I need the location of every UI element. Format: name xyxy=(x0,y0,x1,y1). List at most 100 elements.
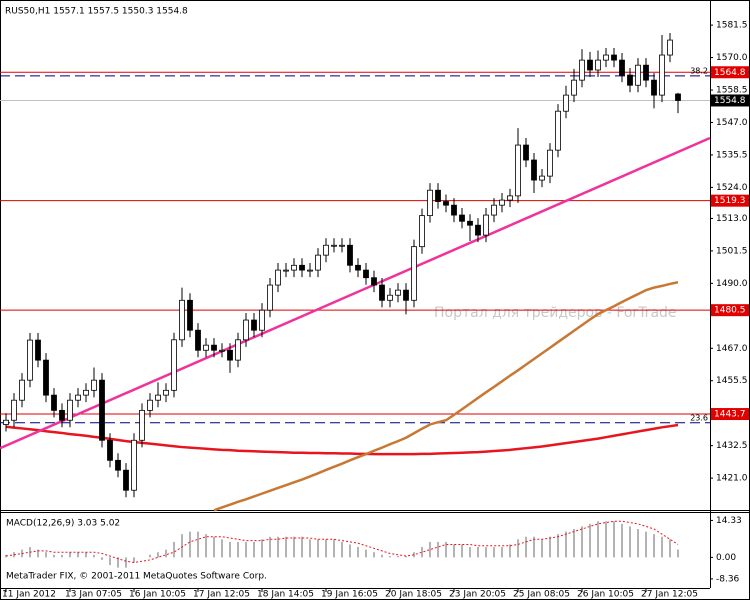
candle-body xyxy=(51,394,57,411)
candle-body xyxy=(355,264,361,271)
candle-body xyxy=(291,264,297,271)
candle-body xyxy=(283,269,289,272)
candle-body xyxy=(323,244,329,256)
candle-body xyxy=(235,339,241,361)
candle-body xyxy=(403,289,409,301)
candle-body xyxy=(611,54,617,61)
candle-body xyxy=(243,319,249,341)
candle-body xyxy=(83,389,89,396)
level-label: 1519.3 xyxy=(714,196,746,206)
indicator-title: MACD(12,26,9) 3.03 5.02 xyxy=(6,519,120,529)
level-box xyxy=(711,408,749,421)
candle-body xyxy=(259,309,265,331)
candle-body xyxy=(475,224,481,236)
candle-body xyxy=(467,220,473,226)
candle-body xyxy=(163,389,169,396)
x-tick-label: 16 Jan 10:05 xyxy=(129,590,186,600)
fib-label: 23.6 xyxy=(690,413,708,422)
level-label: 1564.8 xyxy=(714,68,746,78)
current-price-box xyxy=(711,94,749,107)
candle-body xyxy=(131,439,137,491)
y-tick-label: 1513.0 xyxy=(716,214,748,224)
candle-body xyxy=(331,244,337,247)
x-tick-label: 25 Jan 08:05 xyxy=(513,590,570,600)
x-tick-label: 11 Jan 2012 xyxy=(2,590,56,600)
candle-body xyxy=(659,54,665,96)
x-tick-label: 18 Jan 14:05 xyxy=(257,590,314,600)
candle-body xyxy=(395,289,401,296)
candle-body xyxy=(123,469,129,491)
candle-body xyxy=(371,277,377,286)
candle-body xyxy=(515,144,521,197)
y-tick-label: 14.33 xyxy=(716,516,742,526)
x-tick-label: 27 Jan 12:05 xyxy=(641,590,698,600)
candle-body xyxy=(571,79,577,96)
y-tick-label: 1524.0 xyxy=(716,183,748,193)
candle-body xyxy=(459,214,465,222)
plot: 38.2 23.6 xyxy=(0,33,711,568)
candle-body xyxy=(411,246,417,301)
candle-body xyxy=(363,269,369,279)
trendline xyxy=(0,136,711,450)
signal-line xyxy=(5,520,679,564)
candle-body xyxy=(171,339,177,391)
x-tick-label: 23 Jan 20:05 xyxy=(449,590,506,600)
candle-body xyxy=(643,64,649,81)
candle-body xyxy=(435,189,441,202)
candle-body xyxy=(531,159,537,181)
candle-body xyxy=(3,419,9,425)
y-tick-label: 1490.0 xyxy=(716,279,748,289)
y-tick-label: 1432.5 xyxy=(716,441,748,451)
candle-body xyxy=(211,344,217,351)
y-tick-label: 1535.5 xyxy=(716,150,748,160)
candle-body xyxy=(203,344,209,351)
candle-body xyxy=(195,329,201,351)
candle-body xyxy=(499,199,505,206)
footer: MetaTrader FIX, © 2001-2011 MetaQuotes S… xyxy=(6,572,267,582)
candle-body xyxy=(219,349,225,352)
candle-body xyxy=(67,399,73,421)
candle-body xyxy=(59,409,65,421)
candle-body xyxy=(35,339,41,361)
candle-body xyxy=(619,59,625,76)
candle-body xyxy=(251,319,257,331)
candle-body xyxy=(43,359,49,396)
candle-body xyxy=(155,394,161,401)
candle-body xyxy=(339,244,345,247)
moving-average xyxy=(213,281,679,512)
level-label: 1443.7 xyxy=(714,410,746,420)
x-tick-label: 19 Jan 16:05 xyxy=(321,590,378,600)
candle-body xyxy=(675,93,681,101)
candle-body xyxy=(27,339,33,381)
candle-body xyxy=(443,201,449,206)
candle-body xyxy=(139,409,145,441)
candle-body xyxy=(299,264,305,271)
y-tick-label: 1501.5 xyxy=(716,246,748,256)
candle-body xyxy=(147,399,153,411)
level-box xyxy=(711,66,749,79)
fib-label: 38.2 xyxy=(690,66,708,75)
y-tick-label: 0.00 xyxy=(716,553,736,563)
candle-body xyxy=(275,269,281,286)
y-tick-label: 1547.0 xyxy=(716,118,748,128)
candle-body xyxy=(99,379,105,441)
candle-body xyxy=(75,394,81,401)
watermark: Портал для трейдеров - ForTrade xyxy=(434,305,677,321)
candle-body xyxy=(267,284,273,311)
candle-body xyxy=(307,269,313,272)
y-tick-label: 1558.5 xyxy=(716,86,748,96)
candle-body xyxy=(555,110,561,151)
candle-body xyxy=(451,204,457,216)
candle-body xyxy=(427,189,433,217)
candle-body xyxy=(315,254,321,271)
level-box xyxy=(711,304,749,317)
level-label: 1480.5 xyxy=(714,306,746,316)
y-tick-label: 1421.0 xyxy=(716,474,748,484)
candle-body xyxy=(507,195,513,201)
x-tick-label: 17 Jan 12:05 xyxy=(193,590,250,600)
candle-body xyxy=(635,64,641,86)
candle-body xyxy=(595,59,601,71)
chart-title: RUS50,H1 1557.1 1557.5 1550.3 1554.8 xyxy=(5,7,188,17)
